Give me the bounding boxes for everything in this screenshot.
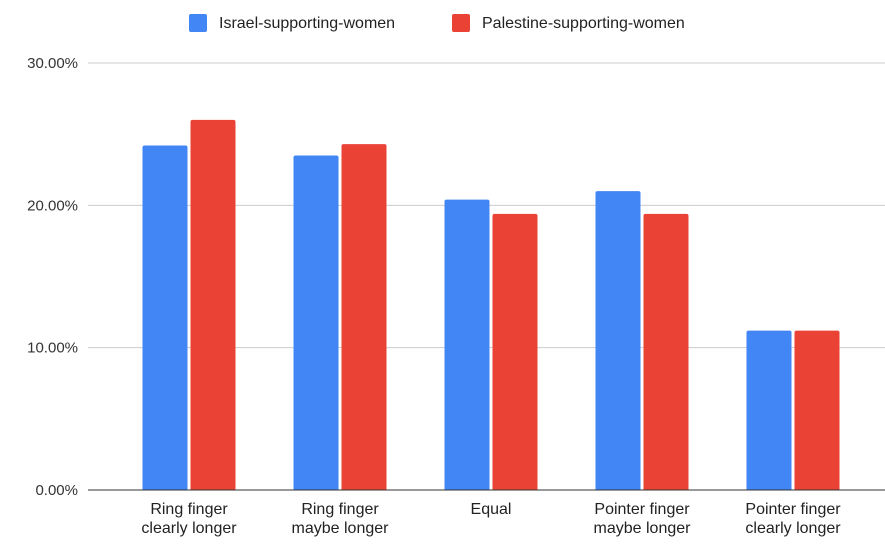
bar-palestine-1 — [190, 119, 236, 490]
bar-palestine-3 — [492, 213, 538, 490]
bar-palestine-5 — [794, 330, 840, 490]
legend-label: Israel-supporting-women — [219, 15, 395, 32]
y-tick-label: 0.00% — [35, 482, 78, 499]
bar-palestine-4 — [643, 213, 689, 490]
bar-israel-1 — [142, 145, 188, 490]
bar-israel-4 — [595, 191, 641, 490]
x-tick-label: Ring finger — [301, 501, 379, 518]
y-axis-tick-labels: 0.00% 10.00% 20.00% 30.00% — [27, 55, 78, 499]
x-tick-label: clearly longer — [141, 520, 237, 537]
x-tick-label: Equal — [471, 501, 512, 518]
legend-swatch — [452, 14, 470, 32]
x-tick-label: clearly longer — [745, 520, 841, 537]
x-tick-label: Pointer finger — [745, 501, 841, 518]
x-axis-category-labels: Ring finger clearly longer Ring finger mayb… — [141, 501, 841, 537]
bars — [142, 119, 840, 490]
legend: Israel-supporting-women Palestine-support… — [189, 14, 685, 32]
x-tick-label: maybe longer — [594, 520, 692, 537]
bar-israel-2 — [293, 155, 339, 490]
x-tick-label: Pointer finger — [594, 501, 690, 518]
x-tick-label: Ring finger — [150, 501, 228, 518]
y-tick-label: 10.00% — [27, 340, 78, 357]
legend-label: Palestine-supporting-women — [482, 15, 685, 32]
bar-palestine-2 — [341, 144, 387, 490]
legend-swatch — [189, 14, 207, 32]
bar-israel-5 — [746, 330, 792, 490]
bar-israel-3 — [444, 199, 490, 490]
x-tick-label: maybe longer — [292, 520, 390, 537]
y-tick-label: 20.00% — [27, 197, 78, 214]
y-tick-label: 30.00% — [27, 55, 78, 72]
